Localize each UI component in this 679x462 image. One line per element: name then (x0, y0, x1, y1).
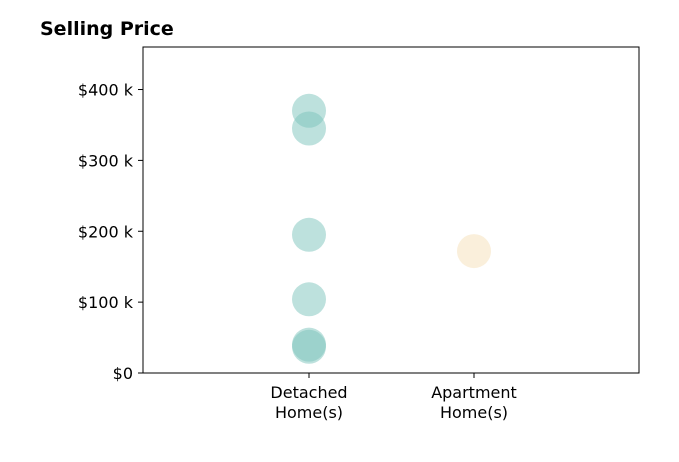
y-tick-label: $400 k (78, 81, 134, 100)
data-point (292, 329, 326, 364)
data-points (292, 93, 491, 364)
data-point (292, 217, 326, 252)
chart-title: Selling Price (40, 18, 174, 40)
x-tick-label: Apartment (431, 383, 517, 402)
x-tick-label: Home(s) (440, 403, 508, 422)
y-tick-label: $300 k (78, 151, 134, 170)
data-point (457, 234, 491, 269)
data-point (292, 111, 326, 146)
y-axis: $0 $100 k $200 k $300 k $400 k (78, 81, 143, 383)
x-tick-label: Detached (270, 383, 347, 402)
y-tick-label: $100 k (78, 293, 134, 312)
y-tick-label: $0 (113, 364, 133, 383)
y-tick-label: $200 k (78, 222, 134, 241)
plot-area-frame (142, 46, 640, 374)
x-tick-label: Home(s) (275, 403, 343, 422)
data-point (292, 282, 326, 317)
